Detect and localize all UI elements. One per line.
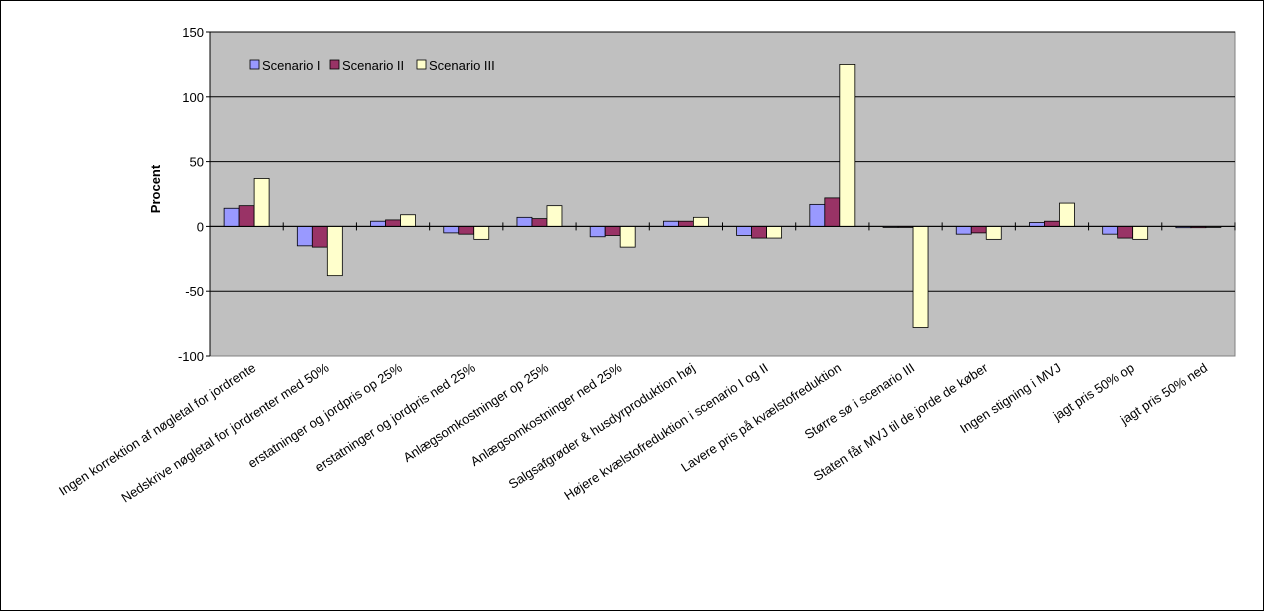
y-tick-label: 100	[182, 90, 204, 105]
legend-label: Scenario II	[342, 58, 404, 73]
bar-scenario-i	[296, 225, 313, 247]
bar-scenario-i	[589, 225, 606, 238]
bar-scenario-i	[223, 207, 240, 227]
bar-scenario-i	[1102, 225, 1119, 235]
bar-scenario-i	[370, 220, 386, 227]
bar-scenario-i	[443, 225, 460, 234]
bars	[223, 64, 1222, 328]
x-ticks	[209, 222, 1236, 231]
bar-scenario-i	[1029, 222, 1045, 227]
bar-scenario-iii	[400, 214, 416, 227]
bar-scenario-iii	[619, 225, 636, 248]
bar-scenario-ii	[311, 225, 328, 248]
bar-scenario-ii	[531, 218, 548, 227]
bar-scenario-ii	[677, 220, 694, 227]
bar-scenario-ii	[751, 225, 768, 239]
bar-scenario-i	[955, 225, 972, 235]
bar-scenario-iii	[1059, 202, 1075, 227]
bar-scenario-i	[662, 220, 679, 227]
bar-scenario-iii	[1132, 225, 1149, 240]
bar-scenario-ii	[385, 219, 401, 227]
bar-scenario-i	[516, 216, 533, 227]
y-tick-label: -50	[185, 284, 204, 299]
bar-scenario-iii	[253, 178, 270, 227]
y-ticks: 150 100 50 0 -50 -100	[178, 25, 210, 364]
y-tick-label: -100	[178, 349, 204, 364]
bar-scenario-iii	[839, 64, 856, 227]
legend: Scenario I Scenario II Scenario III	[249, 58, 495, 73]
bar-scenario-iii	[546, 205, 563, 227]
bar-scenario-ii	[1117, 225, 1134, 239]
legend-label: Scenario III	[429, 58, 495, 73]
bar-scenario-iii	[985, 225, 1002, 240]
x-tick-label: Anlægsomkostninger op 25%	[400, 360, 551, 465]
legend-label: Scenario I	[262, 58, 321, 73]
legend-swatch	[329, 59, 340, 70]
bar-scenario-ii	[458, 225, 475, 235]
bar-scenario-ii	[824, 197, 841, 227]
bar-scenario-ii	[1044, 220, 1060, 227]
y-tick-label: 50	[190, 155, 204, 170]
bar-scenario-iii	[766, 225, 783, 239]
y-tick-label: 150	[182, 25, 204, 40]
bar-scenario-iii	[326, 225, 343, 277]
bar-scenario-ii	[970, 225, 987, 234]
bar-scenario-i	[809, 203, 826, 227]
bar-scenario-iii	[692, 216, 709, 227]
bar-scenario-iii	[473, 225, 490, 240]
bar-scenario-i	[736, 225, 753, 236]
y-axis-label: Procent	[148, 164, 163, 213]
bar-scenario-iii	[912, 225, 929, 328]
x-tick-labels: Ingen korrektion af nøgletal for jordren…	[56, 360, 1210, 506]
y-tick-label: 0	[197, 219, 204, 234]
bar-scenario-ii	[604, 225, 621, 236]
legend-swatch	[249, 59, 260, 70]
bar-scenario-ii	[238, 205, 255, 227]
legend-swatch	[416, 59, 427, 70]
plot-area	[209, 31, 1236, 357]
